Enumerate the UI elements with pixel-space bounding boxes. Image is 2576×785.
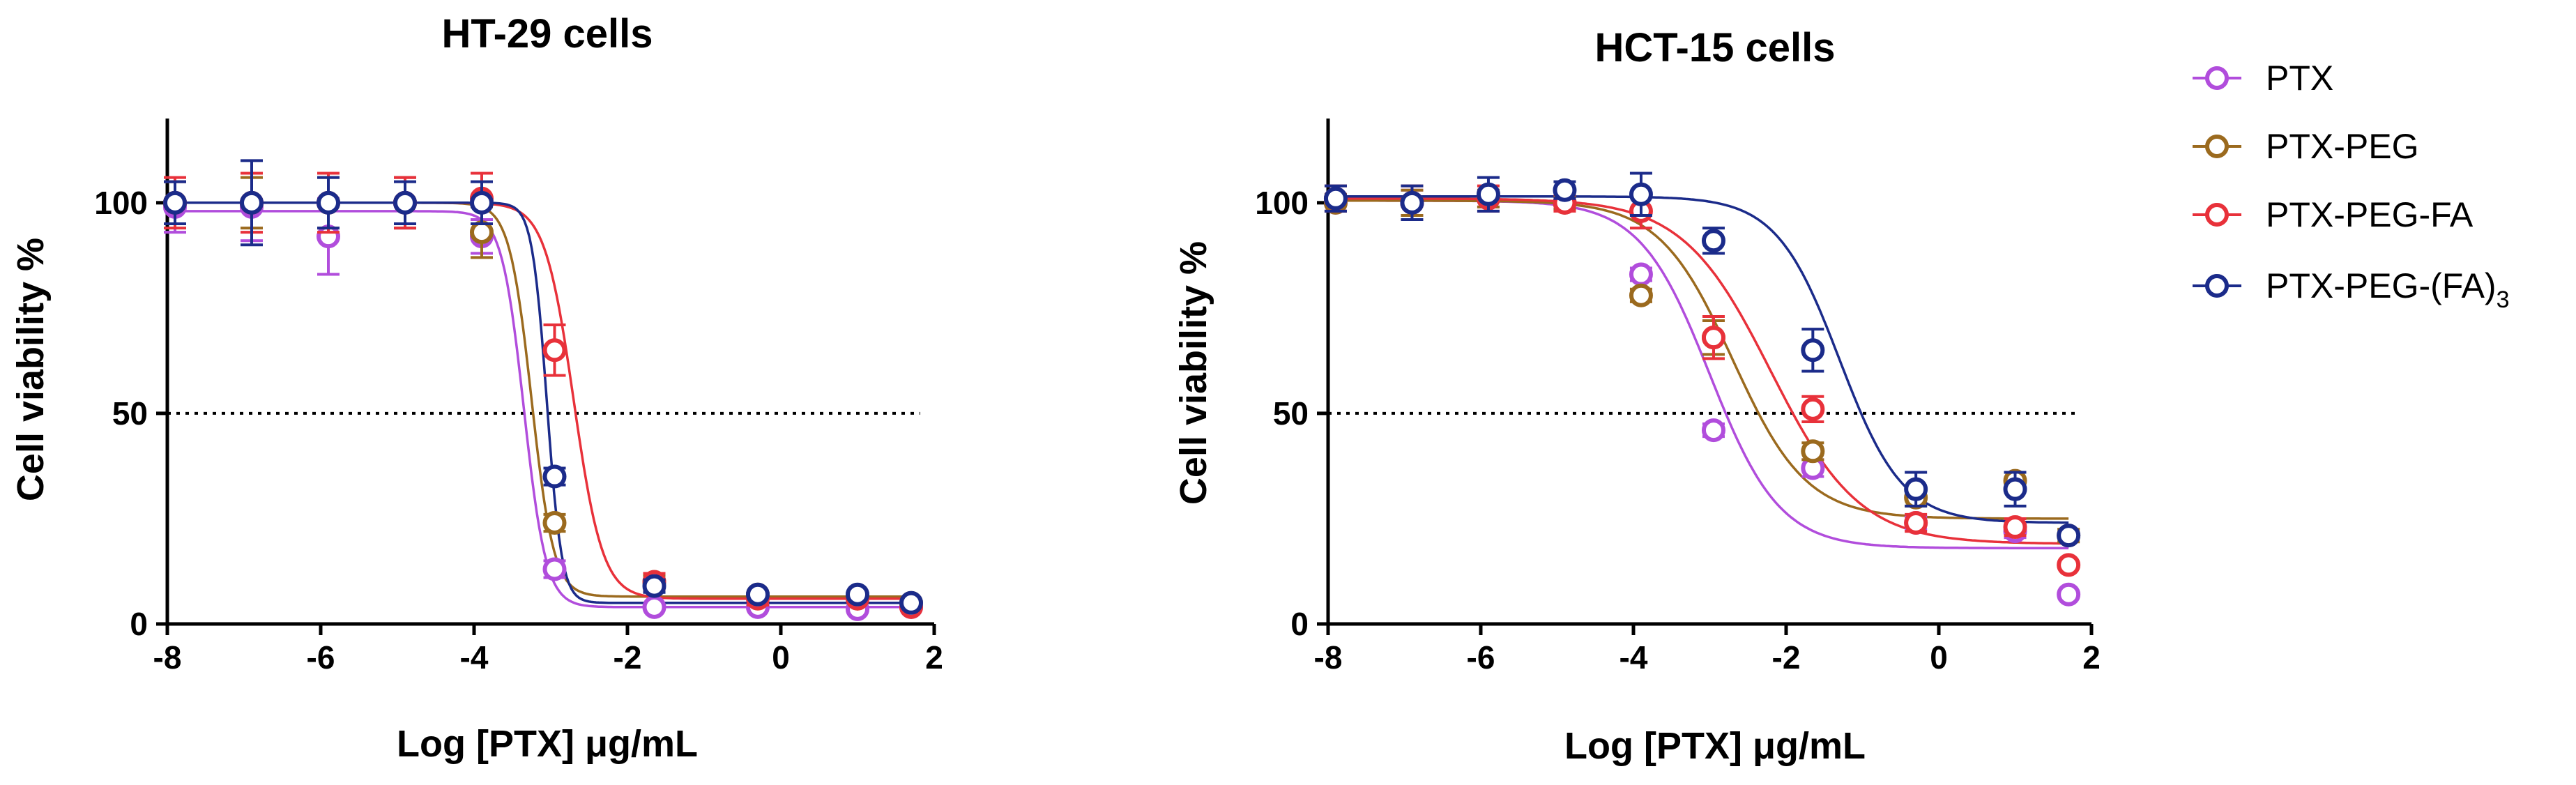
legend-label-subscript: 3	[2497, 287, 2510, 313]
data-point	[1629, 283, 1653, 307]
legend-marker	[2205, 203, 2229, 227]
data-point	[1629, 182, 1653, 206]
data-point	[1904, 477, 1928, 501]
data-point	[542, 338, 567, 363]
y-tick-label: 0	[1290, 606, 1309, 642]
fit-curve	[1328, 199, 2069, 549]
legend: PTX PTX-PEG PTX-PEG-FA PTX-PEG-(FA)3	[2193, 59, 2510, 313]
data-point	[2057, 582, 2081, 607]
data-point	[1701, 229, 1725, 253]
data-point	[542, 464, 567, 489]
y-axis-label: Cell viability %	[1173, 241, 1214, 505]
data-point	[163, 190, 187, 215]
x-tick-label: -6	[307, 639, 335, 676]
data-point	[240, 190, 264, 215]
y-tick-label: 50	[1273, 395, 1309, 432]
data-point	[2003, 477, 2027, 501]
data-point	[1904, 511, 1928, 535]
fit-curve	[1328, 197, 2069, 545]
data-point	[1801, 439, 1825, 464]
legend-label-main: PTX-PEG-(FA)	[2266, 266, 2497, 305]
x-tick-label: -8	[1314, 639, 1343, 676]
legend-marker	[2205, 66, 2229, 90]
ht29-chart-panel: HT-29 cells Cell viability % Log [PTX] μ…	[10, 11, 943, 765]
y-tick-label: 50	[112, 395, 148, 432]
x-tick-label: -4	[460, 639, 489, 676]
fit-curve	[167, 201, 911, 598]
data-point	[642, 574, 666, 598]
legend-label: PTX	[2266, 59, 2333, 98]
fit-curve	[167, 201, 911, 604]
plot-area: -8 -6 -4 -2 0 2 0 50 100	[94, 119, 943, 676]
plot-area: -8 -6 -4 -2 0 2 0 50 100	[1255, 119, 2101, 676]
legend-marker	[2205, 135, 2229, 158]
legend-item-ptx-peg-fa: PTX-PEG-FA	[2193, 195, 2474, 234]
data-point	[1400, 190, 1424, 215]
legend-label: PTX-PEG-(FA)3	[2266, 266, 2510, 313]
x-tick-label: 2	[925, 639, 943, 676]
x-axis-label: Log [PTX] μg/mL	[397, 723, 698, 765]
fit-curve	[167, 210, 911, 609]
x-tick-label: 0	[772, 639, 790, 676]
x-tick-label: 0	[1930, 639, 1948, 676]
data-point	[1801, 397, 1825, 421]
y-tick-label: 100	[94, 185, 148, 221]
data-point	[542, 511, 567, 535]
data-point	[899, 590, 923, 615]
data-point	[2057, 553, 2081, 577]
data-point	[1553, 178, 1577, 202]
y-tick-label: 100	[1255, 185, 1309, 221]
fit-curve	[1328, 199, 2069, 520]
data-point	[470, 220, 494, 245]
data-point	[1701, 326, 1725, 350]
legend-marker	[2205, 274, 2229, 298]
y-tick-label: 0	[130, 606, 148, 642]
data-point	[1801, 338, 1825, 363]
data-point	[317, 190, 340, 215]
data-point	[2003, 515, 2027, 540]
legend-item-ptx-peg: PTX-PEG	[2193, 127, 2418, 166]
fit-curve	[1328, 195, 2069, 524]
y-axis-label: Cell viability %	[10, 238, 52, 501]
data-point	[746, 582, 770, 607]
x-tick-label: -4	[1619, 639, 1648, 676]
legend-item-ptx: PTX	[2193, 59, 2333, 98]
x-tick-label: -2	[613, 639, 642, 676]
data-point	[542, 557, 567, 581]
hct15-chart-panel: HCT-15 cells Cell viability % Log [PTX] …	[1173, 25, 2101, 767]
data-point	[1476, 182, 1500, 206]
x-tick-label: -8	[153, 639, 182, 676]
legend-label: PTX-PEG	[2266, 127, 2418, 166]
data-point	[1629, 262, 1653, 287]
data-point	[1701, 418, 1725, 443]
data-point	[846, 582, 869, 607]
data-point	[470, 190, 494, 215]
chart-title: HCT-15 cells	[1595, 25, 1836, 70]
x-axis-label: Log [PTX] μg/mL	[1564, 725, 1866, 767]
data-point	[393, 190, 417, 215]
chart-title: HT-29 cells	[441, 11, 653, 56]
data-point	[642, 595, 666, 619]
x-tick-label: 2	[2082, 639, 2101, 676]
fit-curve	[167, 201, 911, 600]
data-point	[1323, 186, 1348, 211]
legend-label: PTX-PEG-FA	[2266, 195, 2474, 234]
legend-item-ptx-peg-fa3: PTX-PEG-(FA)3	[2193, 266, 2510, 313]
x-tick-label: -6	[1467, 639, 1495, 676]
x-tick-label: -2	[1772, 639, 1801, 676]
data-point	[2057, 524, 2081, 548]
